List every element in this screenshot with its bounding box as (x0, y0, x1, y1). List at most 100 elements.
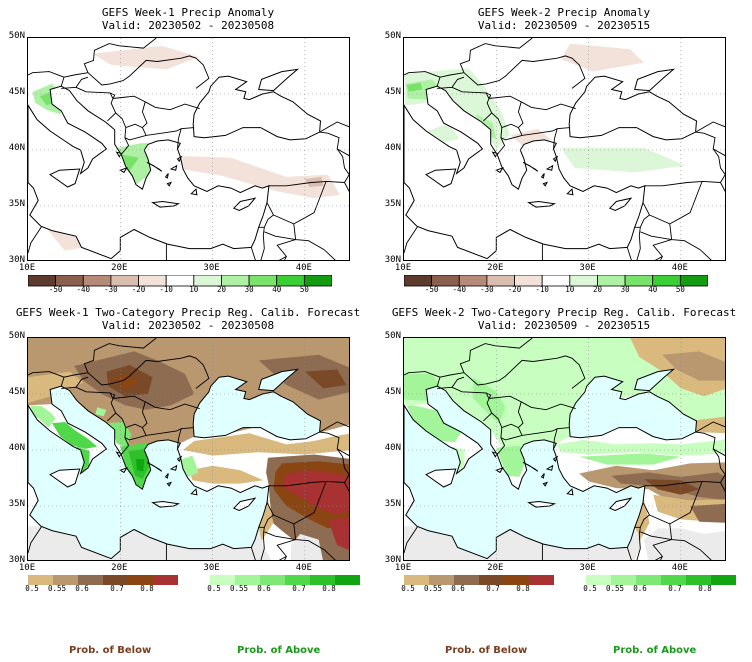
colorbar-swatch (335, 575, 360, 585)
colorbar-swatch (103, 575, 128, 585)
island (566, 488, 574, 496)
lat-tick-label: 50N (8, 31, 25, 41)
lat-tick-label: 45N (384, 87, 401, 97)
shade-region (291, 534, 323, 560)
shade-region (30, 405, 56, 428)
country-border (712, 448, 725, 457)
lat-tick-label: 35N (384, 199, 401, 209)
colorbar-swatch (504, 575, 529, 585)
coastline (634, 68, 676, 92)
country-border (404, 225, 419, 254)
coastline (258, 368, 300, 392)
prob-below-label: Prob. of Below (69, 645, 152, 656)
country-border (28, 371, 65, 387)
country-border (344, 482, 349, 492)
island (169, 164, 178, 171)
colorbar-label: 0.6 (257, 584, 271, 593)
colorbar-label: 30 (244, 285, 254, 294)
lat-tick-label: 50N (8, 331, 25, 341)
colorbar-label: 0.7 (668, 584, 682, 593)
anomaly-colorbar: -50 -40 -30 -20 -10 10 20 30 40 50 (403, 272, 709, 298)
country-border (61, 76, 89, 89)
island (542, 181, 549, 187)
panel-title: GEFS Week-2 Precip Anomaly (477, 6, 651, 19)
shade-region (473, 377, 506, 424)
shade-region (28, 371, 84, 403)
island (176, 455, 183, 463)
country-border (437, 376, 465, 389)
colorbar-label: 0.5 (207, 584, 221, 593)
colorbar-label: 40 (648, 285, 658, 294)
island (491, 451, 498, 458)
island (49, 468, 81, 488)
colorbar-swatch (128, 575, 153, 585)
lon-tick-label: 30E (579, 563, 596, 573)
country-border (336, 148, 349, 157)
country-border (695, 121, 725, 133)
country-border (626, 247, 632, 260)
country-border (28, 225, 43, 254)
colorbar-swatch (429, 575, 454, 585)
country-border (250, 247, 256, 260)
lon-tick-label: 30E (203, 263, 220, 273)
country-border (87, 355, 210, 389)
shade-region (28, 526, 272, 560)
island (190, 488, 198, 496)
country-border (439, 38, 533, 78)
colorbar-label: -10 (535, 285, 549, 294)
country-border (264, 231, 296, 260)
country-border (144, 401, 200, 411)
prob-above-label: Prob. of Above (613, 645, 697, 656)
shade-region (171, 155, 340, 199)
island (232, 497, 257, 512)
lon-tick-label: 40E (295, 563, 312, 573)
country-border (28, 71, 65, 87)
island (166, 181, 173, 187)
country-border (404, 371, 441, 387)
country-border (260, 527, 265, 560)
map-week1-probability (27, 337, 350, 561)
country-border (640, 231, 672, 260)
precip-shading (28, 338, 349, 560)
country-border (485, 392, 571, 436)
lon-tick-label: 10E (18, 263, 36, 273)
colorbar-label: -50 (424, 285, 439, 294)
lon-tick-label: 10E (394, 563, 412, 573)
country-border (404, 525, 419, 554)
panel-title: GEFS Week-1 Two-Category Precip Reg. Cal… (15, 306, 361, 319)
above-probability-colorbar: 0.5 0.55 0.6 0.7 0.8 (207, 572, 362, 598)
island (190, 188, 198, 196)
colorbar-swatch (285, 575, 310, 585)
country-border (636, 227, 641, 260)
country-border (500, 434, 523, 441)
coastline (404, 385, 646, 560)
country-border (654, 256, 663, 260)
lon-tick-label: 10E (18, 563, 36, 573)
colorbar-label: -40 (452, 285, 467, 294)
colorbar-swatch (404, 575, 429, 585)
island (425, 168, 457, 188)
lat-tick-label: 45N (384, 387, 401, 397)
country-border (626, 547, 632, 560)
country-border (63, 338, 157, 378)
shade-region (406, 405, 462, 443)
coastline (634, 368, 676, 392)
country-border (260, 227, 265, 260)
colorbar-swatch (454, 575, 479, 585)
country-border (125, 123, 143, 129)
country-border (720, 482, 725, 492)
colorbar-swatch (260, 575, 285, 585)
colorbar-label: 10 (565, 285, 575, 294)
country-border (109, 92, 195, 136)
prob-below-label: Prob. of Below (445, 645, 528, 656)
island (552, 155, 559, 163)
colorbar-label: 10 (189, 285, 199, 294)
precip-shading (404, 338, 725, 560)
lat-tick-label: 40N (8, 443, 25, 453)
country-border (144, 101, 200, 111)
panel-valid-dates: Valid: 20230509 - 20230515 (477, 19, 651, 32)
island (119, 166, 128, 174)
island (232, 197, 257, 212)
colorbar-label: -10 (159, 285, 173, 294)
panel-week1-probability: GEFS Week-1 Two-Category Precip Reg. Cal… (0, 300, 376, 662)
